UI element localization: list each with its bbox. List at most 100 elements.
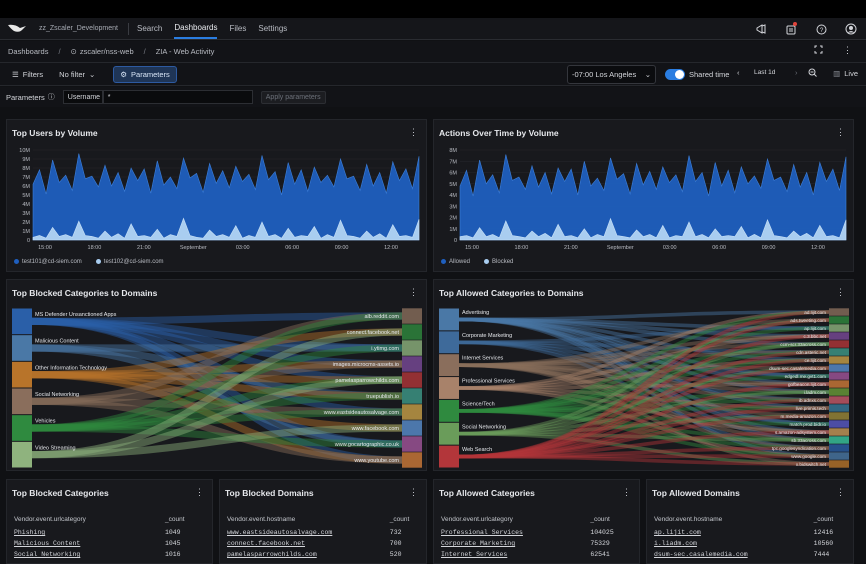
table-cell[interactable]: Phishing (14, 529, 46, 536)
table-cell[interactable]: www.eastsideautosalvage.com (227, 529, 333, 536)
sankey-label-left: Corporate Marketing (462, 333, 512, 339)
column-header[interactable]: Vendor.event.urlcategory (14, 516, 86, 523)
table-row: Professional Services 104025 (441, 527, 633, 538)
prev-range-icon[interactable]: ‹ (737, 68, 740, 77)
sankey-label-right: match.prod.bidr.io (789, 422, 826, 427)
chevron-down-icon: ⌄ (89, 69, 96, 79)
column-header[interactable]: _count (389, 516, 410, 523)
legend-item[interactable]: test101@cd-siem.com (14, 258, 82, 265)
panel-menu-icon[interactable]: ⋮ (836, 127, 845, 137)
column-header[interactable]: _count (813, 516, 834, 523)
filter-select[interactable]: No filter ⌄ (59, 70, 95, 79)
sankey-link (458, 431, 830, 442)
allowed-sankey-panel: Top Allowed Categories to Domains ⋮ Adve… (433, 279, 854, 471)
sankey-link (31, 317, 403, 464)
apply-parameters-button[interactable]: Apply parameters (260, 90, 326, 104)
megaphone-icon[interactable] (754, 22, 768, 36)
live-toggle[interactable]: ▥ Live (833, 69, 858, 78)
sankey-node-right (402, 420, 422, 436)
x-tick-label: 12:00 (384, 245, 398, 251)
help-icon[interactable]: ? (814, 22, 828, 36)
parameters-button[interactable]: ⚙ Parameters (113, 65, 177, 83)
data-table: Vendor.event.urlcategory _count Phishing 1… (14, 514, 206, 560)
sankey-label-left: Professional Services (462, 379, 515, 385)
more-menu-icon[interactable]: ⋮ (843, 45, 852, 55)
table-cell[interactable]: connect.facebook.net (227, 540, 306, 547)
sankey-label-right: sb.33across.com (791, 438, 826, 443)
sankey-link (458, 363, 830, 370)
allowed-categories-panel: Top Allowed Categories ⋮ Vendor.event.ur… (433, 479, 640, 564)
sankey-label-left: Social Networking (35, 392, 79, 398)
panel-menu-icon[interactable]: ⋮ (409, 127, 418, 137)
table-cell[interactable]: Internet Services (441, 551, 508, 558)
table-cell[interactable]: Social Networking (14, 551, 81, 558)
column-header[interactable]: _count (590, 516, 610, 523)
panel-menu-icon[interactable]: ⋮ (409, 487, 418, 497)
x-tick-label: September (180, 245, 207, 251)
nav-files[interactable]: Files (229, 24, 247, 33)
sankey-link (458, 340, 830, 378)
blocked-categories-panel: Top Blocked Categories ⋮ Vendor.event.ur… (6, 479, 213, 564)
nav-search[interactable]: Search (136, 24, 163, 33)
column-header[interactable]: _count (164, 516, 185, 523)
table-cell[interactable]: Malicious Content (14, 540, 81, 547)
legend-item[interactable]: test102@cd-siem.com (95, 258, 164, 265)
falcon-logo-icon (8, 24, 26, 32)
column-header[interactable]: Vendor.event.hostname (227, 516, 296, 523)
y-tick-label: 9M (22, 157, 30, 163)
sankey-label-right: truepublish.io (366, 394, 399, 400)
sankey-link (31, 317, 403, 448)
sankey-label-right: s.amazon-adsystem.com (775, 430, 826, 435)
parameters-label: Parameters (131, 69, 170, 79)
sankey-node-right (402, 324, 422, 340)
table-cell[interactable]: pamelasparrowchilds.com (227, 551, 317, 558)
x-tick-label: 18:00 (515, 245, 529, 251)
breadcrumb-repo[interactable]: zscaler/nss-web (79, 47, 134, 56)
table-cell[interactable]: dsum-sec.casalemedia.com (654, 551, 748, 558)
table-cell[interactable]: ap.lijit.com (654, 529, 701, 536)
timezone-select[interactable]: -07:00 Los Angeles ⌄ (567, 65, 656, 84)
sankey-link (458, 409, 830, 426)
column-header[interactable]: Vendor.event.urlcategory (441, 516, 513, 523)
breadcrumb-dashboard[interactable]: ZIA - Web Activity (155, 47, 215, 56)
user-avatar-icon[interactable] (844, 22, 858, 36)
breadcrumb-dashboards[interactable]: Dashboards (8, 47, 49, 56)
legend-item[interactable]: Blocked (484, 258, 513, 265)
sankey-node-right (402, 388, 422, 404)
sankey-label-right: i.ladm.com (804, 390, 826, 395)
nav-dashboards[interactable]: Dashboards (174, 18, 218, 39)
x-tick-label: 15:00 (38, 245, 52, 251)
table-cell[interactable]: Professional Services (441, 529, 523, 536)
nav-settings[interactable]: Settings (258, 24, 288, 33)
username-input[interactable]: * (102, 90, 253, 104)
table-row: ap.lijit.com 12416 (654, 527, 847, 538)
sankey-link (458, 318, 830, 367)
filters-label: Filters (22, 69, 44, 79)
blocked-sankey-panel: Top Blocked Categories to Domains ⋮ MS D… (6, 279, 427, 471)
sankey-link (31, 371, 403, 432)
table-cell[interactable]: i.liadm.com (654, 540, 697, 547)
filters-button[interactable]: ☰ Filters (12, 70, 43, 79)
panel-menu-icon[interactable]: ⋮ (836, 287, 845, 297)
table-cell[interactable]: Corporate Marketing (441, 540, 516, 547)
sankey-link (31, 371, 403, 400)
panel-menu-icon[interactable]: ⋮ (195, 487, 204, 497)
info-icon[interactable]: ⓘ (47, 94, 55, 101)
table-row: pamelasparrowchilds.com 520 (227, 549, 420, 560)
column-header[interactable]: Vendor.event.hostname (654, 516, 723, 523)
legend-item[interactable]: Allowed (441, 258, 470, 265)
notifications-icon[interactable] (784, 22, 798, 36)
panel-menu-icon[interactable]: ⋮ (409, 287, 418, 297)
next-range-icon[interactable]: › (795, 68, 798, 77)
panel-menu-icon[interactable]: ⋮ (836, 487, 845, 497)
shared-time-toggle[interactable] (665, 69, 685, 80)
org-name[interactable]: zz_Zscaler_Development (39, 25, 118, 32)
sankey-link (458, 363, 830, 450)
time-range-select[interactable]: Last 1d (754, 69, 776, 76)
table-cell: 732 (389, 529, 402, 536)
zoom-out-icon[interactable] (808, 68, 817, 77)
sankey-link (458, 382, 830, 390)
sankey-label-right: www.facebook.com (351, 426, 400, 432)
fullscreen-icon[interactable] (814, 45, 823, 56)
panel-menu-icon[interactable]: ⋮ (622, 487, 631, 497)
